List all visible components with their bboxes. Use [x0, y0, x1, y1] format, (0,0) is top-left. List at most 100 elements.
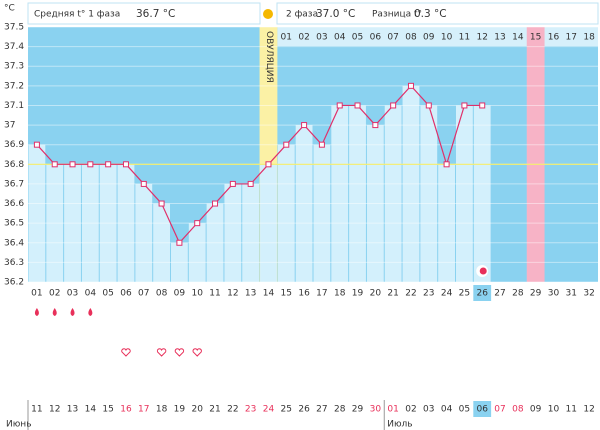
- y-tick-label: 37.4: [4, 42, 24, 52]
- temp-point: [372, 122, 379, 129]
- temp-column: [473, 105, 491, 282]
- temp-column: [260, 164, 277, 282]
- date-label: 16: [120, 405, 132, 415]
- date-label: 25: [281, 405, 292, 415]
- discharge-icon: [34, 308, 39, 316]
- y-tick-label: 37: [4, 121, 15, 131]
- y-tick-label: 37.1: [4, 101, 24, 111]
- y-tick-label: 37.2: [4, 81, 24, 91]
- date-label: 10: [548, 405, 560, 415]
- temp-point: [33, 141, 40, 148]
- date-label: 15: [102, 405, 113, 415]
- date-label: 28: [334, 405, 346, 415]
- date-label: 24: [263, 405, 275, 415]
- summary-box: [276, 2, 599, 25]
- sun-icon: [263, 9, 273, 19]
- y-tick-label: 37.5: [4, 23, 24, 33]
- x-tick-label: 28: [512, 289, 524, 299]
- phase2-day: 12: [476, 33, 487, 43]
- summary-value: 37.0 °C: [316, 8, 355, 20]
- y-tick-label: 36.6: [4, 199, 24, 209]
- phase2-day: 08: [405, 33, 417, 43]
- summary-label: 2 фаза: [286, 10, 318, 20]
- phase2-day: 07: [387, 33, 398, 43]
- phase2-day: 17: [566, 33, 577, 43]
- x-tick-label: 31: [566, 289, 577, 299]
- x-tick-label: 04: [85, 289, 97, 299]
- temp-column: [153, 203, 170, 282]
- discharge-icon: [70, 308, 75, 316]
- temp-point: [318, 141, 325, 148]
- phase2-day: 05: [352, 33, 363, 43]
- phase2-day: 06: [370, 33, 382, 43]
- moon-icon: [479, 267, 487, 275]
- date-label: 04: [441, 405, 453, 415]
- temp-column: [224, 183, 242, 282]
- x-tick-label: 17: [316, 289, 327, 299]
- temp-column: [438, 164, 455, 282]
- x-tick-label: 11: [209, 289, 220, 299]
- y-tick-label: 36.7: [4, 179, 24, 189]
- temp-column: [81, 164, 99, 282]
- date-label: 03: [423, 405, 434, 415]
- x-tick-label: 14: [263, 289, 275, 299]
- date-label: 09: [530, 405, 542, 415]
- x-tick-label: 27: [494, 289, 505, 299]
- date-label: 12: [583, 405, 594, 415]
- x-tick-label: 15: [281, 289, 292, 299]
- phase2-day: 10: [441, 33, 453, 43]
- x-tick-label: 02: [49, 289, 60, 299]
- temp-point: [354, 102, 361, 109]
- temp-point: [425, 102, 432, 109]
- date-label: 19: [174, 405, 186, 415]
- phase2-day: 04: [334, 33, 346, 43]
- temp-column: [349, 105, 366, 282]
- y-tick-label: 36.5: [4, 219, 24, 229]
- temp-point: [176, 239, 183, 246]
- x-tick-label: 22: [405, 289, 416, 299]
- heart-icon: [121, 348, 131, 357]
- x-tick-label: 07: [138, 289, 149, 299]
- x-tick-label: 03: [67, 289, 78, 299]
- temp-point: [140, 180, 147, 187]
- temp-point: [301, 122, 308, 129]
- date-label: 02: [405, 405, 416, 415]
- temp-point: [265, 161, 272, 168]
- date-label: 07: [494, 405, 505, 415]
- x-tick-label: 01: [31, 289, 42, 299]
- heart-icon: [174, 348, 185, 357]
- temp-column: [206, 203, 224, 282]
- date-label: 26: [298, 405, 310, 415]
- temp-column: [402, 85, 420, 282]
- highlight-column: [526, 27, 545, 282]
- summary-label: Средняя t° 1 фаза: [34, 10, 120, 20]
- temp-column: [99, 164, 117, 282]
- current-day-box: [473, 285, 492, 301]
- phase2-day: 01: [281, 33, 292, 43]
- x-tick-label: 23: [423, 289, 434, 299]
- x-tick-label: 13: [245, 289, 256, 299]
- y-tick-label: 36.2: [4, 278, 24, 288]
- temp-column: [117, 164, 135, 282]
- phase2-day: 16: [548, 33, 560, 43]
- x-tick-label: 32: [583, 289, 594, 299]
- x-tick-label: 24: [441, 289, 453, 299]
- y-tick-label: 36.3: [4, 258, 24, 268]
- temp-column: [171, 242, 188, 282]
- summary-value: 0.3 °C: [414, 8, 447, 20]
- temp-point: [105, 161, 112, 168]
- temp-point: [229, 180, 236, 187]
- month-label: Июль: [387, 420, 412, 430]
- date-label: 20: [191, 405, 203, 415]
- temp-point: [69, 161, 76, 168]
- phase2-strip: [277, 27, 598, 46]
- date-label: 21: [209, 405, 220, 415]
- x-tick-label: 19: [352, 289, 364, 299]
- x-tick-label: 26: [476, 289, 488, 299]
- x-tick-label: 12: [227, 289, 238, 299]
- phase2-day: 09: [423, 33, 435, 43]
- date-label: 18: [156, 405, 168, 415]
- phase2-day: 15: [530, 33, 541, 43]
- summary-box: [27, 2, 261, 25]
